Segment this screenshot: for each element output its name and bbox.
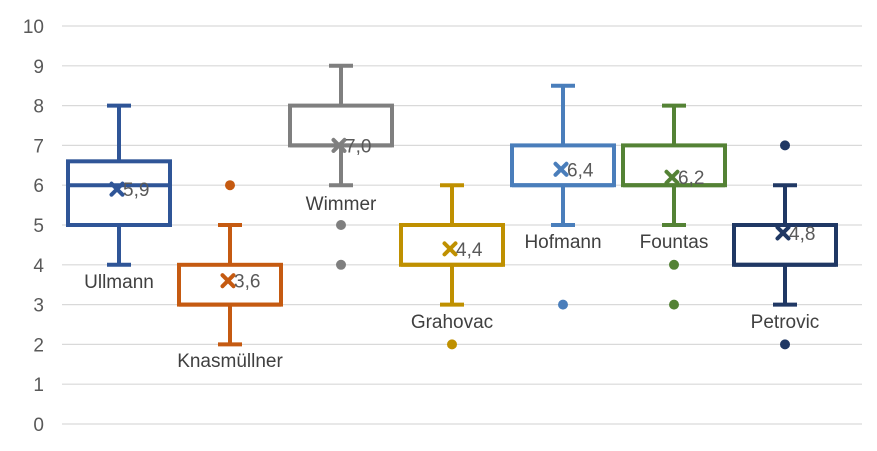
mean-marker-hofmann <box>553 161 569 177</box>
series-name-ullmann: Ullmann <box>84 272 154 293</box>
series-name-petrovic: Petrovic <box>751 312 820 333</box>
outlier-fountas <box>669 259 679 270</box>
y-tick-label: 9 <box>33 57 44 78</box>
mean-label-wimmer: 7,0 <box>345 136 371 157</box>
outlier-grahovac <box>447 339 457 350</box>
series-name-knasmllner: Knasmüllner <box>177 351 283 372</box>
mean-label-hofmann: 6,4 <box>567 160 594 181</box>
series-name-wimmer: Wimmer <box>306 194 377 215</box>
series-name-grahovac: Grahovac <box>411 312 493 333</box>
outlier-wimmer <box>336 220 346 230</box>
y-tick-label: 7 <box>33 136 44 157</box>
y-tick-label: 10 <box>23 17 44 38</box>
y-tick-label: 6 <box>33 176 44 197</box>
mean-label-grahovac: 4,4 <box>456 240 483 261</box>
y-tick-label: 0 <box>33 415 44 436</box>
outlier-knasmllner <box>225 180 235 191</box>
mean-label-petrovic: 4,8 <box>789 224 815 245</box>
outlier-fountas <box>669 299 679 310</box>
y-tick-label: 5 <box>33 216 44 237</box>
series-name-hofmann: Hofmann <box>524 232 601 253</box>
y-tick-label: 2 <box>33 335 44 356</box>
box-wimmer <box>288 103 394 148</box>
y-tick-label: 4 <box>33 256 44 277</box>
mean-marker-petrovic <box>775 225 791 241</box>
mean-marker-grahovac <box>442 241 458 257</box>
mean-marker-ullmann <box>109 181 125 197</box>
outlier-hofmann <box>558 299 568 310</box>
y-tick-label: 8 <box>33 97 44 118</box>
series-name-fountas: Fountas <box>640 232 709 253</box>
outlier-wimmer <box>336 259 346 270</box>
outlier-petrovic <box>780 140 790 151</box>
mean-label-knasmllner: 3,6 <box>234 272 260 293</box>
mean-marker-fountas <box>664 169 680 185</box>
y-tick-label: 3 <box>33 296 44 317</box>
mean-label-ullmann: 5,9 <box>123 180 149 201</box>
mean-label-fountas: 6,2 <box>678 168 704 189</box>
mean-marker-knasmllner <box>220 273 236 289</box>
y-tick-label: 1 <box>33 375 44 396</box>
outlier-petrovic <box>780 339 790 350</box>
mean-marker-wimmer <box>331 137 347 153</box>
